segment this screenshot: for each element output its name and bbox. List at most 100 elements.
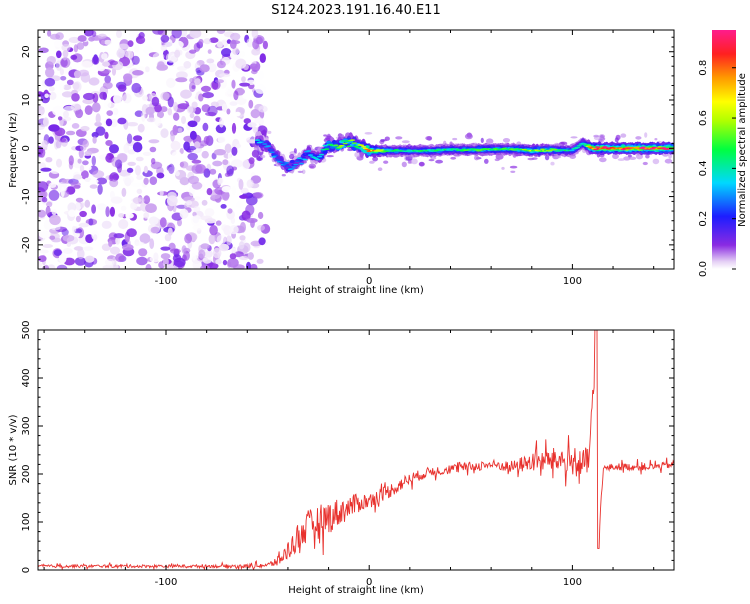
- noise-blob: [222, 159, 229, 166]
- noise-blob: [259, 53, 266, 63]
- noise-blob: [115, 253, 125, 263]
- noise-blob: [104, 75, 111, 84]
- noise-blob: [237, 50, 245, 58]
- noise-blob: [131, 55, 140, 65]
- noise-blob: [45, 205, 51, 216]
- noise-blob: [66, 130, 76, 136]
- noise-blob: [251, 48, 261, 56]
- halo-blob: [612, 153, 619, 160]
- noise-blob: [126, 133, 133, 144]
- noise-blob: [97, 65, 106, 72]
- ridge-mark: [289, 167, 295, 170]
- halo-blob: [629, 156, 637, 160]
- noise-blob: [191, 181, 203, 190]
- noise-blob: [227, 258, 239, 268]
- noise-blob: [193, 115, 201, 123]
- noise-blob: [53, 40, 64, 48]
- ridge-mark: [547, 149, 553, 152]
- noise-blob: [229, 39, 237, 49]
- colorbar-tick-label: 0.4: [698, 160, 709, 176]
- y-tick-label: 100: [21, 512, 32, 531]
- noise-blob: [209, 225, 218, 236]
- noise-blob: [235, 58, 247, 69]
- spectrogram-xlabel: Height of straight line (km): [288, 285, 424, 296]
- ridge-mark: [582, 143, 588, 145]
- noise-blob: [202, 257, 212, 264]
- noise-blob: [109, 246, 121, 255]
- colorbar-gradient: [712, 30, 736, 269]
- y-tick-label: -20: [21, 237, 32, 253]
- noise-blob: [116, 48, 125, 59]
- noise-blob: [74, 246, 83, 251]
- noise-blob: [166, 77, 176, 88]
- noise-blob: [122, 102, 131, 110]
- noise-blob: [88, 77, 100, 86]
- halo-blob: [555, 155, 562, 159]
- noise-blob: [115, 159, 123, 169]
- ridge-mark: [342, 142, 348, 145]
- noise-blob: [247, 122, 257, 128]
- noise-blob: [97, 203, 107, 211]
- noise-blob: [150, 226, 160, 234]
- noise-blob: [222, 113, 234, 123]
- noise-blob: [70, 54, 78, 60]
- noise-blob: [216, 60, 226, 69]
- noise-blob: [198, 93, 204, 102]
- noise-blob: [61, 91, 74, 98]
- noise-blob: [233, 90, 239, 101]
- halo-blob: [644, 132, 648, 138]
- noise-blob: [258, 237, 266, 246]
- noise-blob: [42, 117, 49, 127]
- ridge-mark: [254, 139, 261, 141]
- ridge-mark: [295, 160, 301, 163]
- noise-blob: [109, 144, 119, 154]
- noise-blob: [232, 47, 240, 55]
- noise-blob: [217, 177, 223, 186]
- halo-blob: [401, 161, 407, 168]
- noise-blob: [96, 177, 108, 185]
- ridge-mark: [364, 148, 370, 151]
- noise-blob: [219, 73, 231, 78]
- halo-blob: [430, 156, 437, 160]
- noise-blob: [52, 105, 64, 116]
- halo-blob: [354, 152, 360, 158]
- noise-blob: [118, 213, 125, 218]
- noise-blob: [258, 70, 265, 80]
- noise-blob: [180, 30, 188, 38]
- noise-blob: [60, 186, 65, 198]
- noise-blob: [46, 201, 53, 208]
- noise-blob: [141, 111, 146, 122]
- halo-blob: [464, 133, 473, 140]
- noise-blob: [179, 177, 190, 186]
- x-tick-label: 0: [366, 276, 372, 287]
- halo-blob: [494, 158, 500, 162]
- noise-blob: [129, 30, 139, 40]
- noise-blob: [154, 116, 162, 127]
- noise-blob: [75, 215, 81, 223]
- noise-blob: [200, 264, 210, 269]
- noise-blob: [102, 264, 115, 269]
- noise-blob: [58, 82, 65, 91]
- halo-blob: [405, 155, 413, 161]
- noise-blob: [127, 40, 134, 47]
- noise-blob: [200, 243, 210, 250]
- ridge-mark: [339, 144, 345, 147]
- noise-blob: [157, 111, 164, 119]
- noise-blob: [143, 165, 148, 174]
- ridge-mark: [285, 165, 292, 168]
- noise-blob: [92, 136, 97, 144]
- noise-blob: [205, 111, 217, 117]
- colorbar-ticks: 0.0 0.2 0.4 0.6 0.8: [698, 60, 736, 277]
- noise-blob: [43, 219, 52, 230]
- x-tick-label: 100: [563, 276, 582, 287]
- ridge-mark: [576, 145, 582, 147]
- noise-blob: [248, 157, 255, 165]
- noise-blob: [62, 50, 69, 58]
- noise-blob: [70, 103, 82, 111]
- noise-blob: [255, 84, 267, 94]
- noise-blob: [206, 188, 213, 196]
- ridge-mark: [379, 149, 385, 151]
- halo-blob: [384, 136, 390, 141]
- noise-blob: [53, 249, 62, 256]
